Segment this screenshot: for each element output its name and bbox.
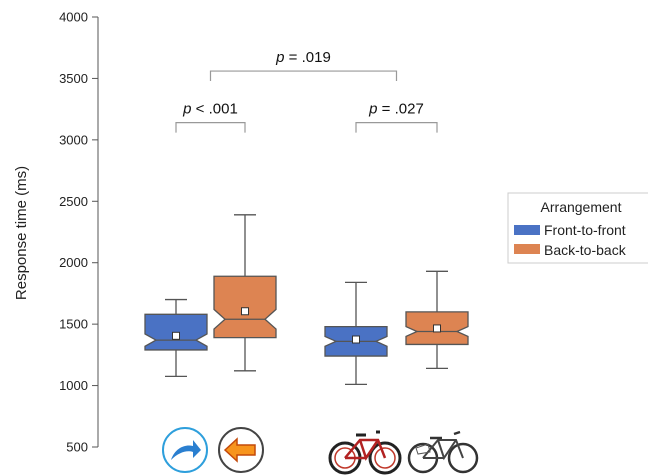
mean-marker [433, 324, 441, 333]
significance-bracket: p < .001 [175, 101, 246, 133]
y-axis-label: Response time (ms) [13, 166, 30, 300]
bracket-line [355, 122, 438, 133]
legend-label-front-to-front: Front-to-front [544, 222, 626, 238]
y-tick-label: 3500 [59, 71, 88, 86]
bracket-line [175, 122, 246, 133]
p-value-label: p < .001 [182, 101, 238, 118]
y-tick-label: 4000 [59, 10, 88, 25]
significance-bracket: p = .027 [355, 101, 438, 133]
legend-title: Arrangement [541, 199, 622, 215]
box-bicycles-back-to-back [405, 270, 469, 370]
legend-swatch-front-to-front [514, 225, 540, 235]
y-tick-label: 2500 [59, 194, 88, 209]
legend: Arrangement Front-to-front Back-to-back [507, 192, 648, 264]
arrow-right-icon [162, 427, 208, 473]
y-axis-label-group: Response time (ms) [13, 166, 30, 300]
legend-item-front-to-front: Front-to-front [514, 222, 626, 238]
legend-label-back-to-back: Back-to-back [544, 242, 627, 258]
y-tick-label: 500 [66, 440, 88, 455]
legend-item-back-to-back: Back-to-back [514, 242, 627, 258]
arrow-left-icon [218, 427, 264, 473]
boxes [144, 214, 469, 385]
y-tick-label: 1500 [59, 317, 88, 332]
y-tick-label: 2000 [59, 255, 88, 270]
bracket-line [209, 70, 398, 82]
box-bicycles-front-to-front [324, 281, 388, 385]
bicycle-icon [328, 430, 402, 475]
y-tick-label: 1000 [59, 378, 88, 393]
p-value-label: p = .027 [368, 101, 424, 118]
mean-marker [172, 331, 180, 340]
significance-bracket: p = .019 [209, 49, 398, 82]
box-body [213, 275, 277, 339]
legend-swatch-back-to-back [514, 244, 540, 254]
box-arrows-front-to-front [144, 298, 208, 378]
mean-marker [241, 307, 249, 316]
mean-marker [352, 335, 360, 344]
y-axis: 500 1000 1500 2000 2500 3000 3500 4000 [59, 10, 99, 455]
bicycle-icon [407, 430, 479, 474]
box-arrows-back-to-back [213, 214, 277, 372]
significance-annotations: p < .001 p = .027 p = .019 [175, 49, 438, 133]
p-value-label: p = .019 [275, 49, 331, 66]
y-tick-label: 3000 [59, 132, 88, 147]
